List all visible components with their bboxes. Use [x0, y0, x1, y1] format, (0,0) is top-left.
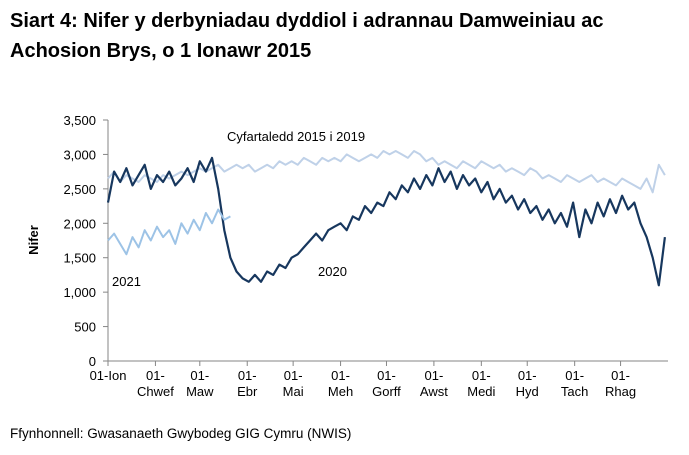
- series-line: [107, 208, 231, 256]
- y-tick-label: 3,500: [63, 113, 96, 128]
- source-note: Ffynhonnell: Gwasanaeth Gwybodeg GIG Cym…: [10, 426, 352, 441]
- x-tick-label: 01-Gorff: [372, 368, 401, 399]
- y-tick-label: 1,000: [63, 285, 96, 300]
- x-tick-label: 01-Medi: [467, 368, 495, 399]
- x-tick-label: 01-Rhag: [605, 368, 636, 399]
- y-tick-label: 0: [89, 354, 96, 369]
- series-label: Cyfartaledd 2015 i 2019: [227, 129, 365, 144]
- y-tick-label: 1,500: [63, 251, 96, 266]
- chart-title: Siart 4: Nifer y derbyniadau dyddiol i a…: [10, 10, 604, 62]
- x-tick-label: 01-Awst: [420, 368, 448, 399]
- x-tick-label: 01-Chwef: [137, 368, 174, 399]
- y-tick-label: 2,500: [63, 182, 96, 197]
- series-line: [106, 156, 666, 287]
- y-tick-label: 500: [74, 320, 96, 335]
- y-tick-label: 3,000: [63, 147, 96, 162]
- y-axis-label: Nifer: [26, 225, 41, 255]
- series-label: 2020: [318, 264, 347, 279]
- x-tick-label: 01-Meh: [328, 368, 353, 399]
- x-tick-label: 01-Hyd: [516, 368, 539, 399]
- x-tick-label: 01-Maw: [186, 368, 214, 399]
- x-tick-label: 01-Mai: [283, 368, 304, 399]
- x-tick-label: 01-Tach: [561, 368, 588, 399]
- chart: Nifer 0 500 1,000 1,500 2,000 2,500 3,000 3,500…: [26, 113, 668, 399]
- y-tick-label: 2,000: [63, 216, 96, 231]
- x-tick-label: 01-Ebr: [237, 368, 258, 399]
- series-line: [107, 150, 666, 194]
- x-tick-label: 01-Ion: [90, 368, 127, 383]
- series-label: 2021: [112, 274, 141, 289]
